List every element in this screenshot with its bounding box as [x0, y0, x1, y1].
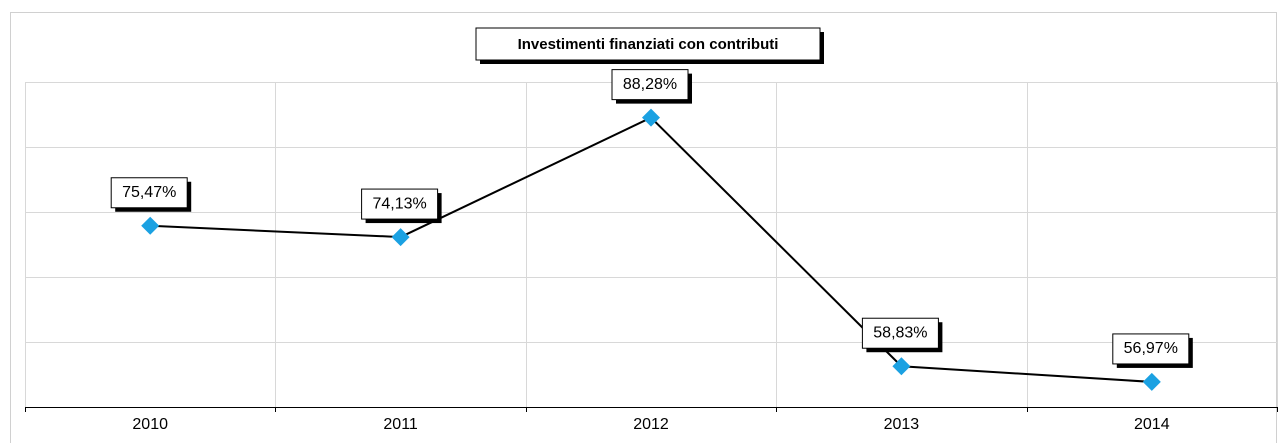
chart-border	[10, 12, 1277, 443]
grid	[25, 82, 1278, 408]
chart-title: Investimenti finanziati con contributi	[518, 36, 779, 53]
title-box	[475, 27, 821, 61]
label-box	[611, 69, 689, 101]
label-box	[110, 177, 188, 209]
x-tick-label: 2010	[132, 416, 168, 433]
data-label: 75,47%	[122, 184, 176, 201]
data-label: 58,83%	[873, 324, 927, 341]
data-label: 88,28%	[623, 76, 677, 93]
x-tick-label: 2011	[383, 416, 418, 433]
label-box	[361, 188, 439, 220]
label-box	[1112, 333, 1190, 365]
x-tick-label: 2014	[1134, 416, 1170, 433]
data-label: 56,97%	[1124, 340, 1178, 357]
marker	[892, 357, 911, 376]
label-box	[861, 317, 939, 349]
marker	[141, 216, 160, 235]
x-tick-label: 2013	[884, 416, 920, 433]
x-tick-label: 2012	[633, 416, 669, 433]
marker	[642, 108, 660, 127]
marker	[1142, 372, 1161, 391]
marker	[391, 228, 410, 247]
data-label: 74,13%	[372, 195, 426, 212]
